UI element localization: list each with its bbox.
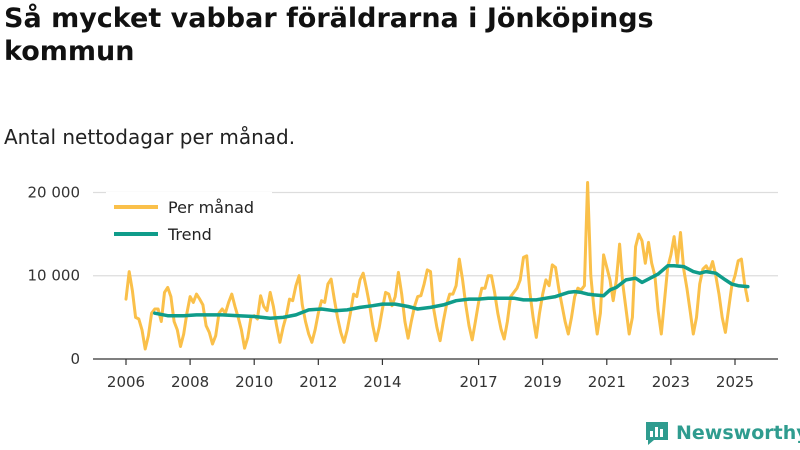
brand-name: Newsworthy	[676, 422, 800, 444]
x-tick-label-2: 2010	[235, 373, 273, 391]
legend-background	[106, 192, 272, 250]
series-line-trend	[153, 264, 750, 320]
x-tick-label-3: 2012	[299, 373, 337, 391]
x-tick-label-1: 2008	[171, 373, 209, 391]
y-axis: 0 10 000 20 000	[28, 183, 81, 368]
newsworthy-logo: Newsworthy	[644, 419, 800, 447]
y-tick-label-2: 20 000	[28, 183, 81, 201]
y-tick-label-0: 0	[70, 350, 80, 368]
x-tick-label-0: 2006	[107, 373, 145, 391]
legend-label-per-manad: Per månad	[168, 198, 254, 217]
chart-subtitle: Antal nettodagar per månad.	[4, 125, 296, 149]
x-tick-label-9: 2025	[716, 373, 754, 391]
x-tick-label-8: 2023	[652, 373, 690, 391]
y-tick-label-1: 10 000	[28, 267, 81, 285]
x-axis: 2006 2008 2010 2012 2014 2017 2019 2021 2023 2025	[107, 359, 754, 391]
x-tick-label-6: 2019	[524, 373, 562, 391]
x-tick-label-5: 2017	[459, 373, 497, 391]
chart-title: Så mycket vabbar föräldrarna i Jönköping…	[4, 3, 654, 67]
legend-label-trend: Trend	[167, 225, 212, 244]
newsworthy-icon	[646, 422, 668, 445]
x-tick-label-4: 2014	[363, 373, 401, 391]
legend: Per månad Trend	[114, 198, 254, 244]
series-line-per-manad	[124, 181, 750, 351]
x-tick-label-7: 2021	[588, 373, 626, 391]
